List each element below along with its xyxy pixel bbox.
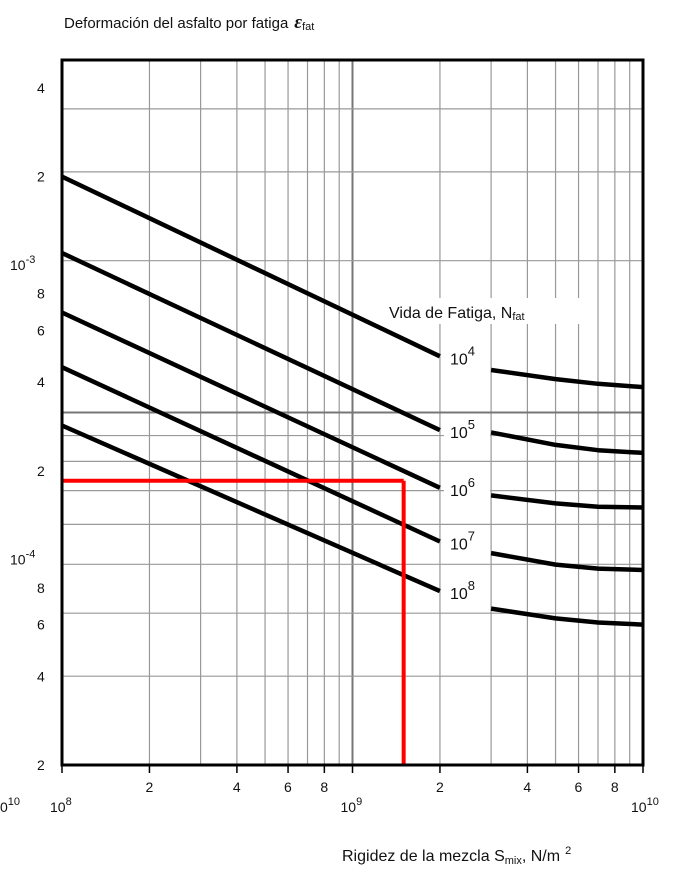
y-tick-label: 4 bbox=[37, 80, 45, 96]
y-tick-label: 4 bbox=[37, 374, 45, 390]
series-line-7 bbox=[61, 365, 441, 544]
series-label-4: 104 bbox=[450, 343, 475, 368]
x-tick-label-left-edge: 010 bbox=[0, 796, 20, 815]
x-tick-label: 4 bbox=[233, 779, 241, 795]
x-tick-labels: 108 2 4 6 8 109 2 4 6 8 1010 010 bbox=[0, 765, 659, 815]
x-tick-label: 108 bbox=[50, 796, 72, 815]
series-label-7: 107 bbox=[450, 528, 475, 553]
svg-text:Vida de Fatiga, Nfat: Vida de Fatiga, Nfat bbox=[389, 305, 525, 323]
series-line-8 bbox=[61, 423, 441, 594]
x-tick-label: 6 bbox=[575, 779, 583, 795]
x-tick-label: 6 bbox=[284, 779, 292, 795]
series-curve-4 bbox=[490, 367, 644, 390]
y-tick-label: 10-4 bbox=[10, 548, 35, 567]
series-line-4 bbox=[61, 174, 441, 359]
series-label-bg bbox=[443, 342, 490, 371]
x-tick-label: 2 bbox=[145, 779, 153, 795]
series-layer bbox=[61, 174, 644, 627]
chart-title: Deformación del asfalto por fatiga εfat bbox=[64, 12, 314, 33]
series-label-8: 108 bbox=[450, 578, 475, 603]
y-tick-label: 8 bbox=[37, 286, 45, 302]
legend-title-sub: fat bbox=[512, 311, 524, 323]
series-label-bg bbox=[443, 527, 490, 556]
series-label-bg bbox=[443, 473, 490, 502]
y-tick-label: 10-3 bbox=[10, 254, 35, 273]
series-label-bg bbox=[443, 416, 490, 445]
series-curve-8 bbox=[490, 606, 644, 627]
legend-title: Vida de Fatiga, N bbox=[389, 305, 512, 322]
y-tick-label: 6 bbox=[37, 322, 45, 338]
x-tick-label: 4 bbox=[523, 779, 531, 795]
x-tick-label: 8 bbox=[320, 779, 328, 795]
series-curve-7 bbox=[490, 550, 644, 573]
x-tick-label: 8 bbox=[611, 779, 619, 795]
y-tick-label: 4 bbox=[37, 668, 45, 684]
series-labels: 104 105 106 107 108 bbox=[443, 342, 490, 606]
x-axis-label: Rigidez de la mezcla Smix, N/m 2 bbox=[342, 845, 571, 867]
series-line-6 bbox=[61, 310, 441, 490]
series-curve-5 bbox=[490, 430, 644, 456]
series-label-bg bbox=[443, 577, 490, 606]
y-tick-label: 2 bbox=[37, 757, 45, 773]
annotation-layer bbox=[62, 478, 406, 765]
y-tick-label: 6 bbox=[37, 617, 45, 633]
legend-title-box: Vida de Fatiga, Nfat bbox=[384, 298, 582, 324]
y-tick-label: 2 bbox=[37, 169, 45, 185]
x-tick-label: 109 bbox=[341, 796, 363, 815]
series-label-6: 106 bbox=[450, 475, 475, 500]
chart-grid bbox=[61, 59, 643, 766]
series-line-5 bbox=[61, 250, 441, 433]
series-curve-6 bbox=[490, 493, 644, 510]
y-tick-label: 8 bbox=[37, 580, 45, 596]
series-label-5: 105 bbox=[450, 417, 475, 442]
x-tick-label: 2 bbox=[436, 779, 444, 795]
y-tick-label: 2 bbox=[37, 463, 45, 479]
x-tick-label: 1010 bbox=[631, 796, 659, 815]
